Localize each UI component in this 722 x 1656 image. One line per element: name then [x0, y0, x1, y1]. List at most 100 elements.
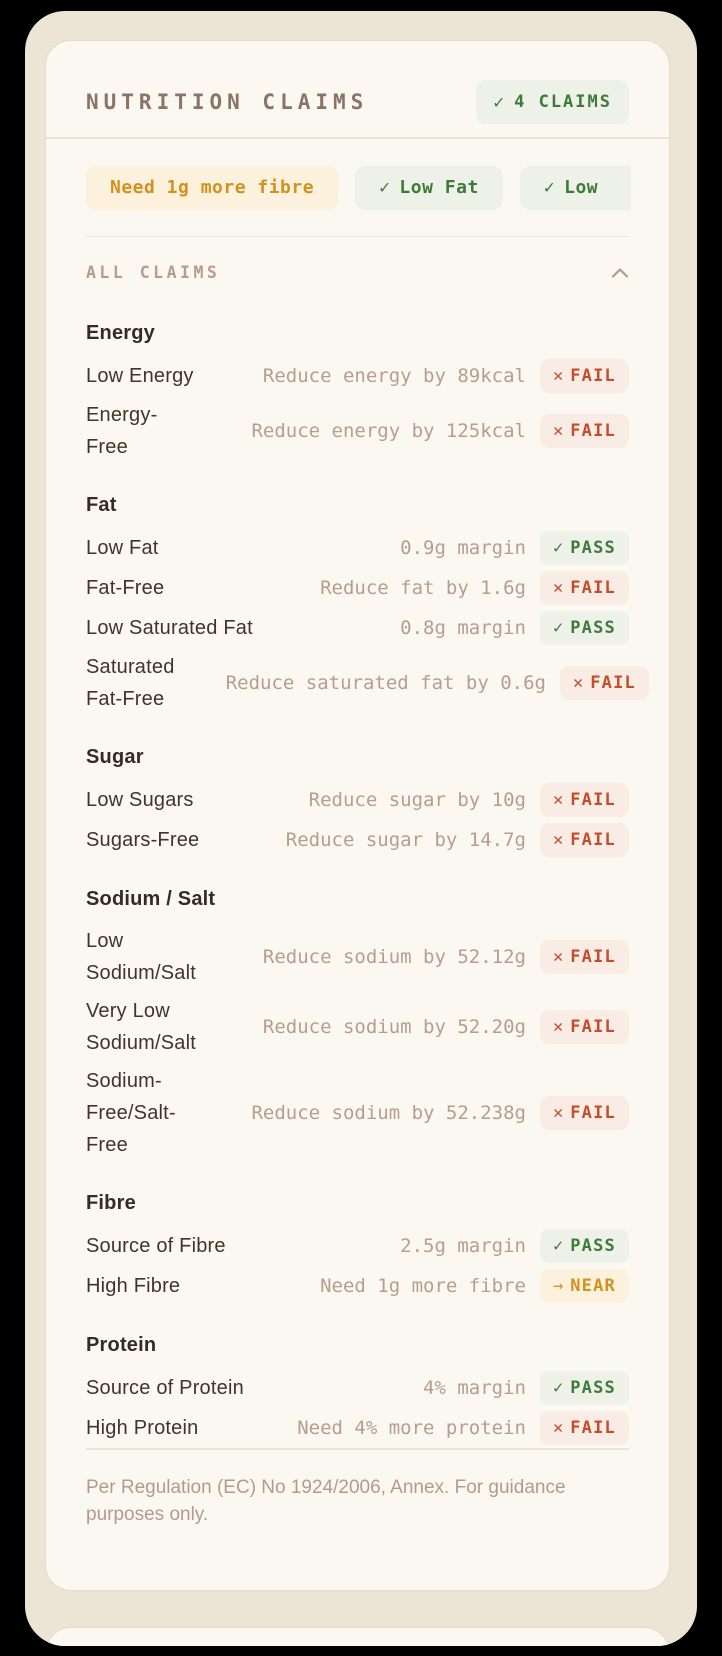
- status-badge-pass: ✓ PASS: [540, 1371, 629, 1405]
- claim-row: Low Sodium/Salt Reduce sodium by 52.12g …: [86, 922, 629, 992]
- section-fibre: Fibre Source of Fibre 2.5g margin ✓ PASS…: [86, 1190, 629, 1306]
- claim-detail: Need 4% more protein: [297, 1417, 526, 1439]
- status-label: FAIL: [570, 366, 616, 386]
- status-label: FAIL: [570, 1017, 616, 1037]
- claim-row: Low Energy Reduce energy by 89kcal ✕ FAI…: [86, 356, 629, 396]
- claim-name: Saturated Fat-Free: [86, 656, 175, 710]
- claim-row: Low Sugars Reduce sugar by 10g ✕ FAIL: [86, 780, 629, 820]
- status-label: FAIL: [570, 1103, 616, 1123]
- section-title: Protein: [86, 1334, 157, 1356]
- claim-detail: Reduce sugar by 10g: [308, 789, 526, 811]
- x-icon: ✕: [553, 421, 564, 441]
- check-icon: ✓: [553, 1236, 564, 1256]
- regulation-footnote: Per Regulation (EC) No 1924/2006, Annex.…: [86, 1476, 566, 1525]
- header-divider: [46, 137, 669, 139]
- nutrition-claims-card: NUTRITION CLAIMS ✓ 4 CLAIMS Need 1g more…: [45, 40, 670, 1591]
- claim-detail: Reduce fat by 1.6g: [320, 577, 526, 599]
- status-label: PASS: [570, 618, 616, 638]
- check-icon: ✓: [543, 177, 556, 198]
- status-badge-fail: ✕ FAIL: [540, 1411, 629, 1445]
- section-title: Sugar: [86, 746, 144, 768]
- claim-row: Fat-Free Reduce fat by 1.6g ✕ FAIL: [86, 568, 629, 608]
- claim-row: Sugars-Free Reduce sugar by 14.7g ✕ FAIL: [86, 820, 629, 860]
- chips-divider: [86, 235, 629, 237]
- claim-detail: Reduce sodium by 52.20g: [262, 1016, 526, 1038]
- chip-low-fat[interactable]: ✓ Low Fat: [355, 165, 503, 210]
- all-claims-label: ALL CLAIMS: [86, 263, 221, 282]
- claim-detail: 0.9g margin: [400, 537, 526, 559]
- claim-row: Energy-Free Reduce energy by 125kcal ✕ F…: [86, 396, 629, 466]
- claim-row: Source of Fibre 2.5g margin ✓ PASS: [86, 1226, 629, 1266]
- claim-name: High Fibre: [86, 1275, 181, 1297]
- status-badge-fail: ✕ FAIL: [560, 666, 649, 700]
- section-title: Fat: [86, 494, 117, 516]
- x-icon: ✕: [553, 1103, 564, 1123]
- x-icon: ✕: [553, 830, 564, 850]
- check-icon: ✓: [493, 91, 505, 113]
- status-label: FAIL: [590, 673, 636, 693]
- claim-name: Low Sugars: [86, 789, 194, 811]
- chips-row: Need 1g more fibre ✓ Low Fat ✓ Low: [86, 165, 631, 210]
- check-icon: ✓: [553, 618, 564, 638]
- next-card-peek: [45, 1627, 670, 1646]
- claim-detail: Reduce sugar by 14.7g: [285, 829, 526, 851]
- claim-name: Low Energy: [86, 365, 194, 387]
- status-badge-pass: ✓ PASS: [540, 531, 629, 565]
- claim-detail: 0.8g margin: [400, 617, 526, 639]
- chip-label: Low Fat: [399, 177, 479, 198]
- status-badge-fail: ✕ FAIL: [540, 823, 629, 857]
- claim-detail: Reduce sodium by 52.238g: [251, 1102, 526, 1124]
- section-protein: Protein Source of Protein 4% margin ✓ PA…: [86, 1332, 629, 1448]
- claim-row: Low Saturated Fat 0.8g margin ✓ PASS: [86, 608, 629, 648]
- claim-row: High Fibre Need 1g more fibre → NEAR: [86, 1266, 629, 1306]
- x-icon: ✕: [553, 578, 564, 598]
- claim-row: Very Low Sodium/Salt Reduce sodium by 52…: [86, 992, 629, 1062]
- check-icon: ✓: [379, 177, 391, 198]
- status-label: FAIL: [570, 1418, 616, 1438]
- status-label: PASS: [570, 1378, 616, 1398]
- status-label: FAIL: [570, 421, 616, 441]
- claim-name: Sodium-Free/Salt-Free: [86, 1070, 176, 1156]
- page-title: NUTRITION CLAIMS: [86, 90, 369, 114]
- claim-row: Saturated Fat-Free Reduce saturated fat …: [86, 648, 649, 718]
- status-badge-fail: ✕ FAIL: [540, 571, 629, 605]
- claim-detail: Need 1g more fibre: [320, 1275, 526, 1297]
- chip-label: Need 1g more fibre: [110, 177, 315, 198]
- claim-name: Energy-Free: [86, 404, 158, 458]
- claim-name: Fat-Free: [86, 577, 165, 599]
- chip-label: Low: [564, 177, 599, 198]
- section-sugar: Sugar Low Sugars Reduce sugar by 10g ✕ F…: [86, 744, 629, 860]
- chip-low-clipped[interactable]: ✓ Low: [519, 165, 631, 210]
- status-badge-pass: ✓ PASS: [540, 611, 629, 645]
- status-label: FAIL: [570, 830, 616, 850]
- device-panel: NUTRITION CLAIMS ✓ 4 CLAIMS Need 1g more…: [25, 11, 697, 1646]
- section-fat: Fat Low Fat 0.9g margin ✓ PASS Fat-Free …: [86, 492, 649, 718]
- claim-row: Source of Protein 4% margin ✓ PASS: [86, 1368, 629, 1408]
- claim-name: Very Low Sodium/Salt: [86, 1000, 197, 1054]
- claim-name: Source of Protein: [86, 1377, 244, 1399]
- section-energy: Energy Low Energy Reduce energy by 89kca…: [86, 320, 629, 466]
- footer-divider: [86, 1448, 629, 1450]
- x-icon: ✕: [553, 1017, 564, 1037]
- claim-row: Low Fat 0.9g margin ✓ PASS: [86, 528, 629, 568]
- chip-need-more-fibre[interactable]: Need 1g more fibre: [86, 165, 339, 210]
- status-badge-fail: ✕ FAIL: [540, 1010, 629, 1044]
- claim-detail: Reduce energy by 125kcal: [251, 420, 526, 442]
- check-icon: ✓: [553, 538, 564, 558]
- x-icon: ✕: [573, 673, 584, 693]
- chevron-up-icon: [611, 267, 629, 278]
- check-icon: ✓: [553, 1378, 564, 1398]
- all-claims-toggle[interactable]: ALL CLAIMS: [46, 237, 669, 282]
- claim-detail: Reduce sodium by 52.12g: [262, 946, 526, 968]
- x-icon: ✕: [553, 1418, 564, 1438]
- status-badge-near: → NEAR: [540, 1269, 629, 1303]
- status-label: FAIL: [570, 790, 616, 810]
- status-badge-fail: ✕ FAIL: [540, 940, 629, 974]
- claim-row: Sodium-Free/Salt-Free Reduce sodium by 5…: [86, 1062, 629, 1164]
- status-label: PASS: [570, 1236, 616, 1256]
- status-badge-fail: ✕ FAIL: [540, 783, 629, 817]
- section-title: Fibre: [86, 1192, 136, 1214]
- chips-carousel[interactable]: Need 1g more fibre ✓ Low Fat ✓ Low: [46, 139, 669, 236]
- claims-count-badge: ✓ 4 CLAIMS: [476, 80, 629, 124]
- claim-name: Source of Fibre: [86, 1235, 226, 1257]
